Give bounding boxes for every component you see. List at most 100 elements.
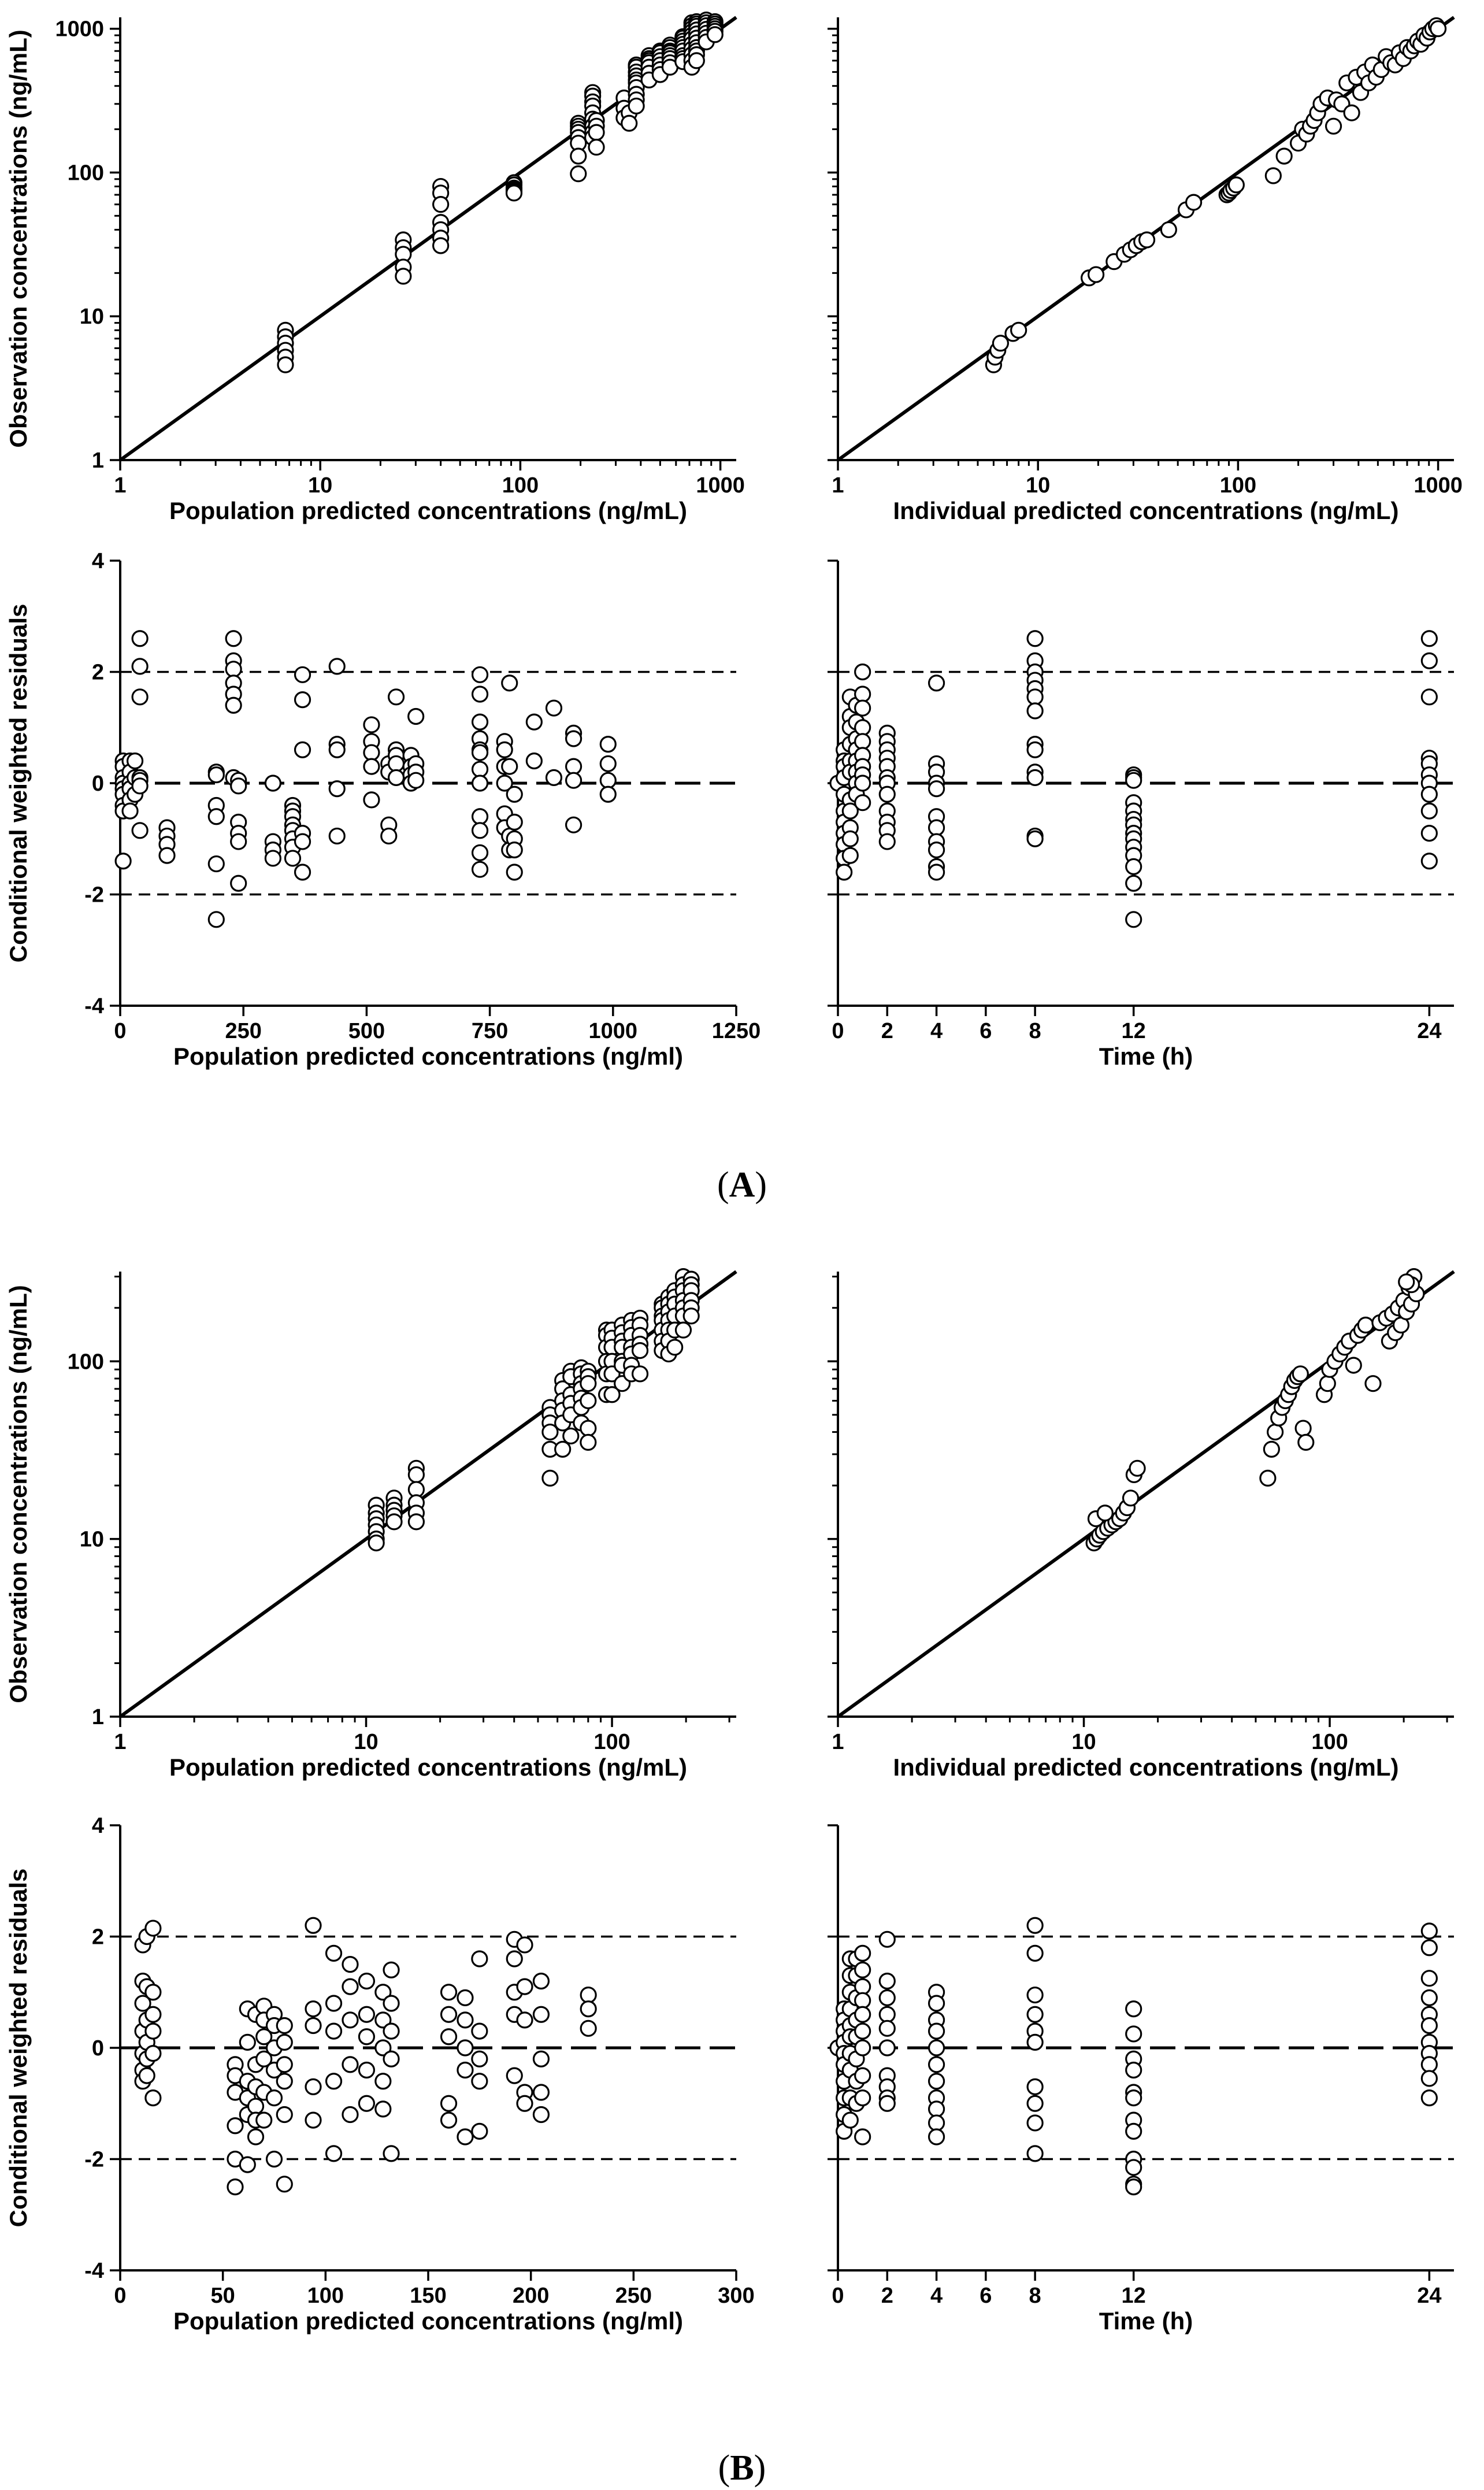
data-point [1364, 1375, 1382, 1392]
data-point [471, 1950, 488, 1967]
data-point [440, 2095, 458, 2112]
y-tick-label: 10 [80, 1528, 104, 1552]
x-tick-label: 1250 [712, 1019, 761, 1043]
data-point [1125, 2061, 1142, 2079]
x-tick-label: 6 [980, 1019, 992, 1043]
data-point [325, 2022, 343, 2040]
data-point [383, 2050, 400, 2067]
x-tick-label: 0 [114, 1019, 126, 1043]
data-point [255, 2111, 273, 2129]
x-tick-label: 24 [1417, 2284, 1441, 2308]
data-point [374, 2073, 392, 2090]
panel-label-a: (A) [717, 1165, 767, 1205]
x-tick-label: 2 [881, 1019, 893, 1043]
data-point [854, 719, 871, 736]
x-axis-label: Individual predicted concentrations (ng/… [893, 1754, 1398, 1781]
data-point [471, 2050, 488, 2067]
data-point [276, 2033, 293, 2051]
data-point [407, 772, 425, 789]
data-point [374, 2011, 392, 2029]
data-point [841, 847, 859, 864]
data-point [580, 2020, 597, 2037]
data-point [854, 2089, 871, 2107]
x-tick-label: 250 [225, 1019, 261, 1043]
data-point [1398, 1273, 1415, 1291]
data-point [342, 1956, 359, 1973]
data-point [144, 2022, 162, 2040]
data-point [1259, 1469, 1277, 1487]
data-point [1420, 785, 1438, 803]
data-point [363, 716, 380, 733]
data-point [1319, 1375, 1336, 1392]
data-point [565, 816, 583, 833]
x-tick-label: 4 [930, 2284, 943, 2308]
data-point [342, 2056, 359, 2073]
x-tick-label: 750 [472, 1019, 508, 1043]
data-point [126, 752, 144, 770]
data-point [516, 1978, 533, 1995]
data-point [501, 758, 518, 775]
data-point [928, 780, 945, 798]
data-point [1026, 702, 1044, 720]
x-axis-label: Population predicted concentrations (ng/… [173, 2307, 683, 2335]
x-axis-label: Population predicted concentrations (ng/… [169, 1754, 687, 1781]
data-point [255, 2050, 273, 2067]
y-tick-label: 1000 [55, 17, 104, 42]
x-tick-label: 100 [1311, 1730, 1348, 1754]
data-point [532, 2006, 550, 2023]
x-tick-label: 8 [1029, 2284, 1041, 2308]
x-tick-label: 250 [615, 2284, 652, 2308]
data-point [328, 827, 346, 845]
data-point [138, 2067, 155, 2084]
data-point [440, 2006, 458, 2023]
data-point [1357, 1316, 1374, 1334]
data-point [471, 744, 489, 761]
data-point [230, 833, 247, 850]
data-point [516, 2011, 533, 2029]
data-point [1129, 1459, 1146, 1477]
data-point [580, 1375, 597, 1392]
data-point [1297, 1433, 1315, 1451]
data-point [1026, 1944, 1044, 1962]
chart-a3: 0 250 500 750 1000 1250 -4 -2 0 2 4 Population pred… [5, 549, 760, 1070]
data-point [358, 2061, 376, 2079]
data-point [854, 2067, 871, 2084]
data-point [328, 741, 346, 758]
x-tick-label: 10 [354, 1730, 378, 1754]
data-point [471, 844, 489, 861]
x-tick-label: 1 [114, 473, 126, 498]
x-tick-label: 1 [832, 1730, 844, 1754]
data-point [264, 775, 281, 792]
data-point [457, 2061, 474, 2079]
data-point [407, 1513, 425, 1531]
data-point [121, 802, 139, 820]
data-point [239, 2033, 256, 2051]
data-point [854, 686, 871, 703]
data-point [407, 707, 425, 725]
data-point [225, 661, 242, 678]
y-tick-label: 10 [80, 305, 104, 329]
data-point [1264, 167, 1282, 184]
data-point [374, 2039, 392, 2057]
data-point [207, 766, 225, 784]
x-tick-label: 2 [881, 2284, 893, 2308]
data-point [706, 26, 724, 43]
data-point [1420, 1989, 1438, 2006]
data-point [1026, 2145, 1044, 2162]
data-point [928, 2039, 945, 2057]
y-tick-label: 0 [92, 2036, 104, 2061]
data-point [1420, 1939, 1438, 1957]
data-point [496, 741, 513, 758]
x-tick-label: 10 [1071, 1730, 1096, 1754]
x-axis-label: Time (h) [1099, 1043, 1193, 1070]
data-point [1345, 1357, 1362, 1374]
y-tick-label: 0 [92, 772, 104, 796]
data-point [506, 864, 523, 881]
data-point [1010, 321, 1027, 339]
data-point [265, 2150, 283, 2168]
x-tick-label: 100 [307, 2284, 344, 2308]
data-point [457, 1989, 474, 2006]
data-point [342, 2011, 359, 2029]
data-point [407, 1466, 425, 1484]
